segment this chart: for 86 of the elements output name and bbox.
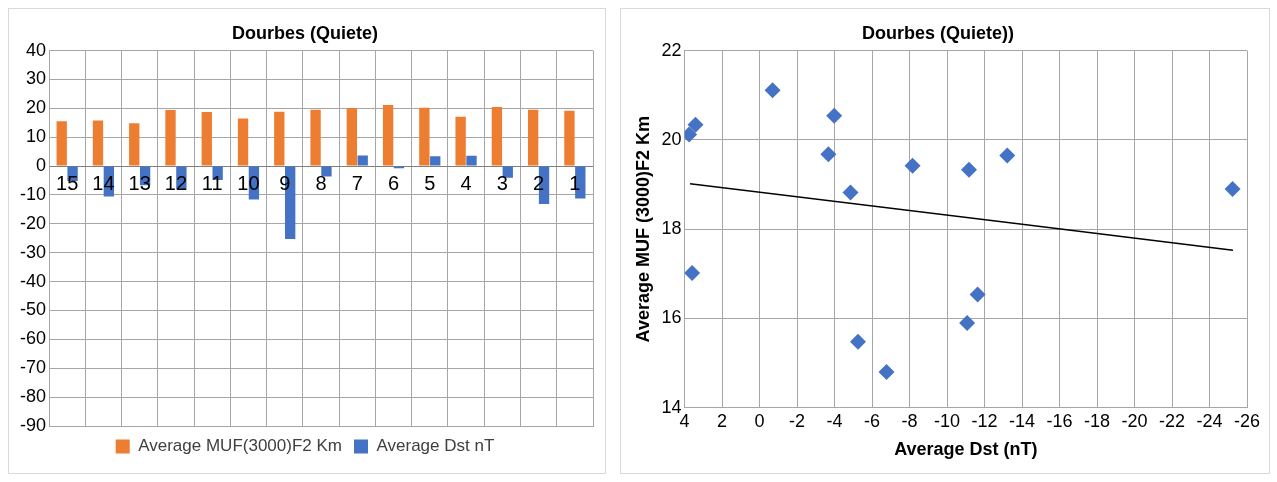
- bar: [165, 110, 176, 166]
- point: [764, 82, 781, 99]
- x-tick-label: -6: [864, 410, 881, 431]
- point: [969, 286, 986, 303]
- x-axis-title: Average Dst (nT): [894, 439, 1038, 460]
- y-tick-label: 20: [25, 97, 47, 118]
- point: [850, 333, 867, 350]
- x-tick-label: -2: [789, 410, 806, 431]
- x-tick-label: -14: [1009, 410, 1036, 431]
- x-tick-label: -22: [1159, 410, 1186, 431]
- y-tick-label: 16: [661, 307, 682, 328]
- x-tick-label: 12: [164, 171, 188, 194]
- bar: [346, 108, 357, 166]
- x-tick-label: 4: [460, 171, 472, 194]
- y-axis-title: Average MUF (3000)F2 Km: [632, 116, 653, 343]
- bar: [466, 155, 477, 166]
- x-tick-label: 13: [128, 171, 151, 194]
- legend-label: Average MUF(3000)F2 Km: [138, 436, 342, 456]
- chart-title: Dourbes (Quiete): [231, 22, 379, 43]
- x-tick-label: -24: [1196, 410, 1223, 431]
- bar: [502, 166, 513, 178]
- x-tick-label: 0: [754, 410, 765, 431]
- bar: [419, 107, 430, 166]
- x-tick-label: -18: [1084, 410, 1111, 431]
- legend-label: Average Dst nT: [376, 436, 495, 456]
- y-tick-label: 10: [25, 126, 47, 147]
- x-tick-label: -4: [826, 410, 843, 431]
- y-tick-label: 20: [661, 128, 682, 149]
- bar: [455, 116, 466, 166]
- bar: [491, 106, 503, 166]
- x-tick-label: 8: [315, 171, 327, 194]
- y-tick-label: -20: [20, 212, 47, 233]
- x-tick-label: -16: [1046, 410, 1073, 431]
- x-tick-label: 6: [387, 171, 400, 194]
- y-tick-label: 18: [661, 218, 682, 239]
- y-tick-label: -70: [20, 357, 47, 378]
- y-tick-label: 0: [36, 155, 47, 176]
- y-tick-label: 40: [25, 39, 47, 60]
- x-tick-label: 1: [569, 171, 581, 194]
- x-tick-label: -12: [971, 410, 998, 431]
- x-tick-label: 9: [279, 171, 291, 194]
- x-tick-label: 7: [351, 171, 363, 194]
- point: [959, 314, 976, 331]
- bar: [129, 123, 140, 166]
- bar: [237, 118, 249, 166]
- bar: [321, 166, 332, 177]
- bar: [56, 121, 67, 166]
- x-tick-label: -10: [934, 410, 961, 431]
- x-tick-label: -26: [1233, 410, 1261, 431]
- point: [904, 157, 921, 174]
- point: [684, 264, 701, 281]
- point: [826, 107, 843, 124]
- bar: [274, 111, 285, 166]
- point: [1224, 181, 1241, 198]
- bar: [564, 110, 575, 166]
- y-tick-label: -60: [20, 328, 47, 349]
- bar: [310, 109, 321, 166]
- chart-title: Dourbes (Quiete)): [861, 22, 1015, 43]
- x-tick-label: 11: [201, 171, 223, 194]
- x-tick-label: 2: [717, 410, 728, 431]
- y-tick-label: 14: [661, 396, 682, 417]
- y-tick-label: -50: [20, 299, 47, 320]
- point: [961, 161, 977, 178]
- bar: [430, 156, 441, 166]
- point: [999, 147, 1016, 164]
- x-tick-label: 5: [424, 171, 436, 194]
- x-tick-label: 14: [92, 171, 115, 194]
- x-tick-label: 15: [56, 171, 79, 194]
- bar: [92, 120, 104, 166]
- point: [878, 364, 895, 381]
- y-tick-label: -30: [20, 241, 47, 262]
- y-tick-label: 30: [25, 68, 47, 89]
- bar: [527, 109, 539, 166]
- y-tick-label: -80: [20, 386, 47, 407]
- y-tick-label: -90: [20, 414, 47, 435]
- bar: [201, 112, 212, 166]
- bar: [357, 155, 368, 166]
- x-tick-label: -20: [1121, 410, 1148, 431]
- y-tick-label: -40: [20, 270, 47, 291]
- point: [842, 184, 859, 201]
- point: [820, 146, 837, 163]
- bar: [382, 104, 394, 166]
- x-tick-label: 3: [496, 171, 508, 194]
- x-tick-label: -8: [901, 410, 918, 431]
- point: [687, 116, 704, 133]
- y-tick-label: 22: [661, 39, 682, 60]
